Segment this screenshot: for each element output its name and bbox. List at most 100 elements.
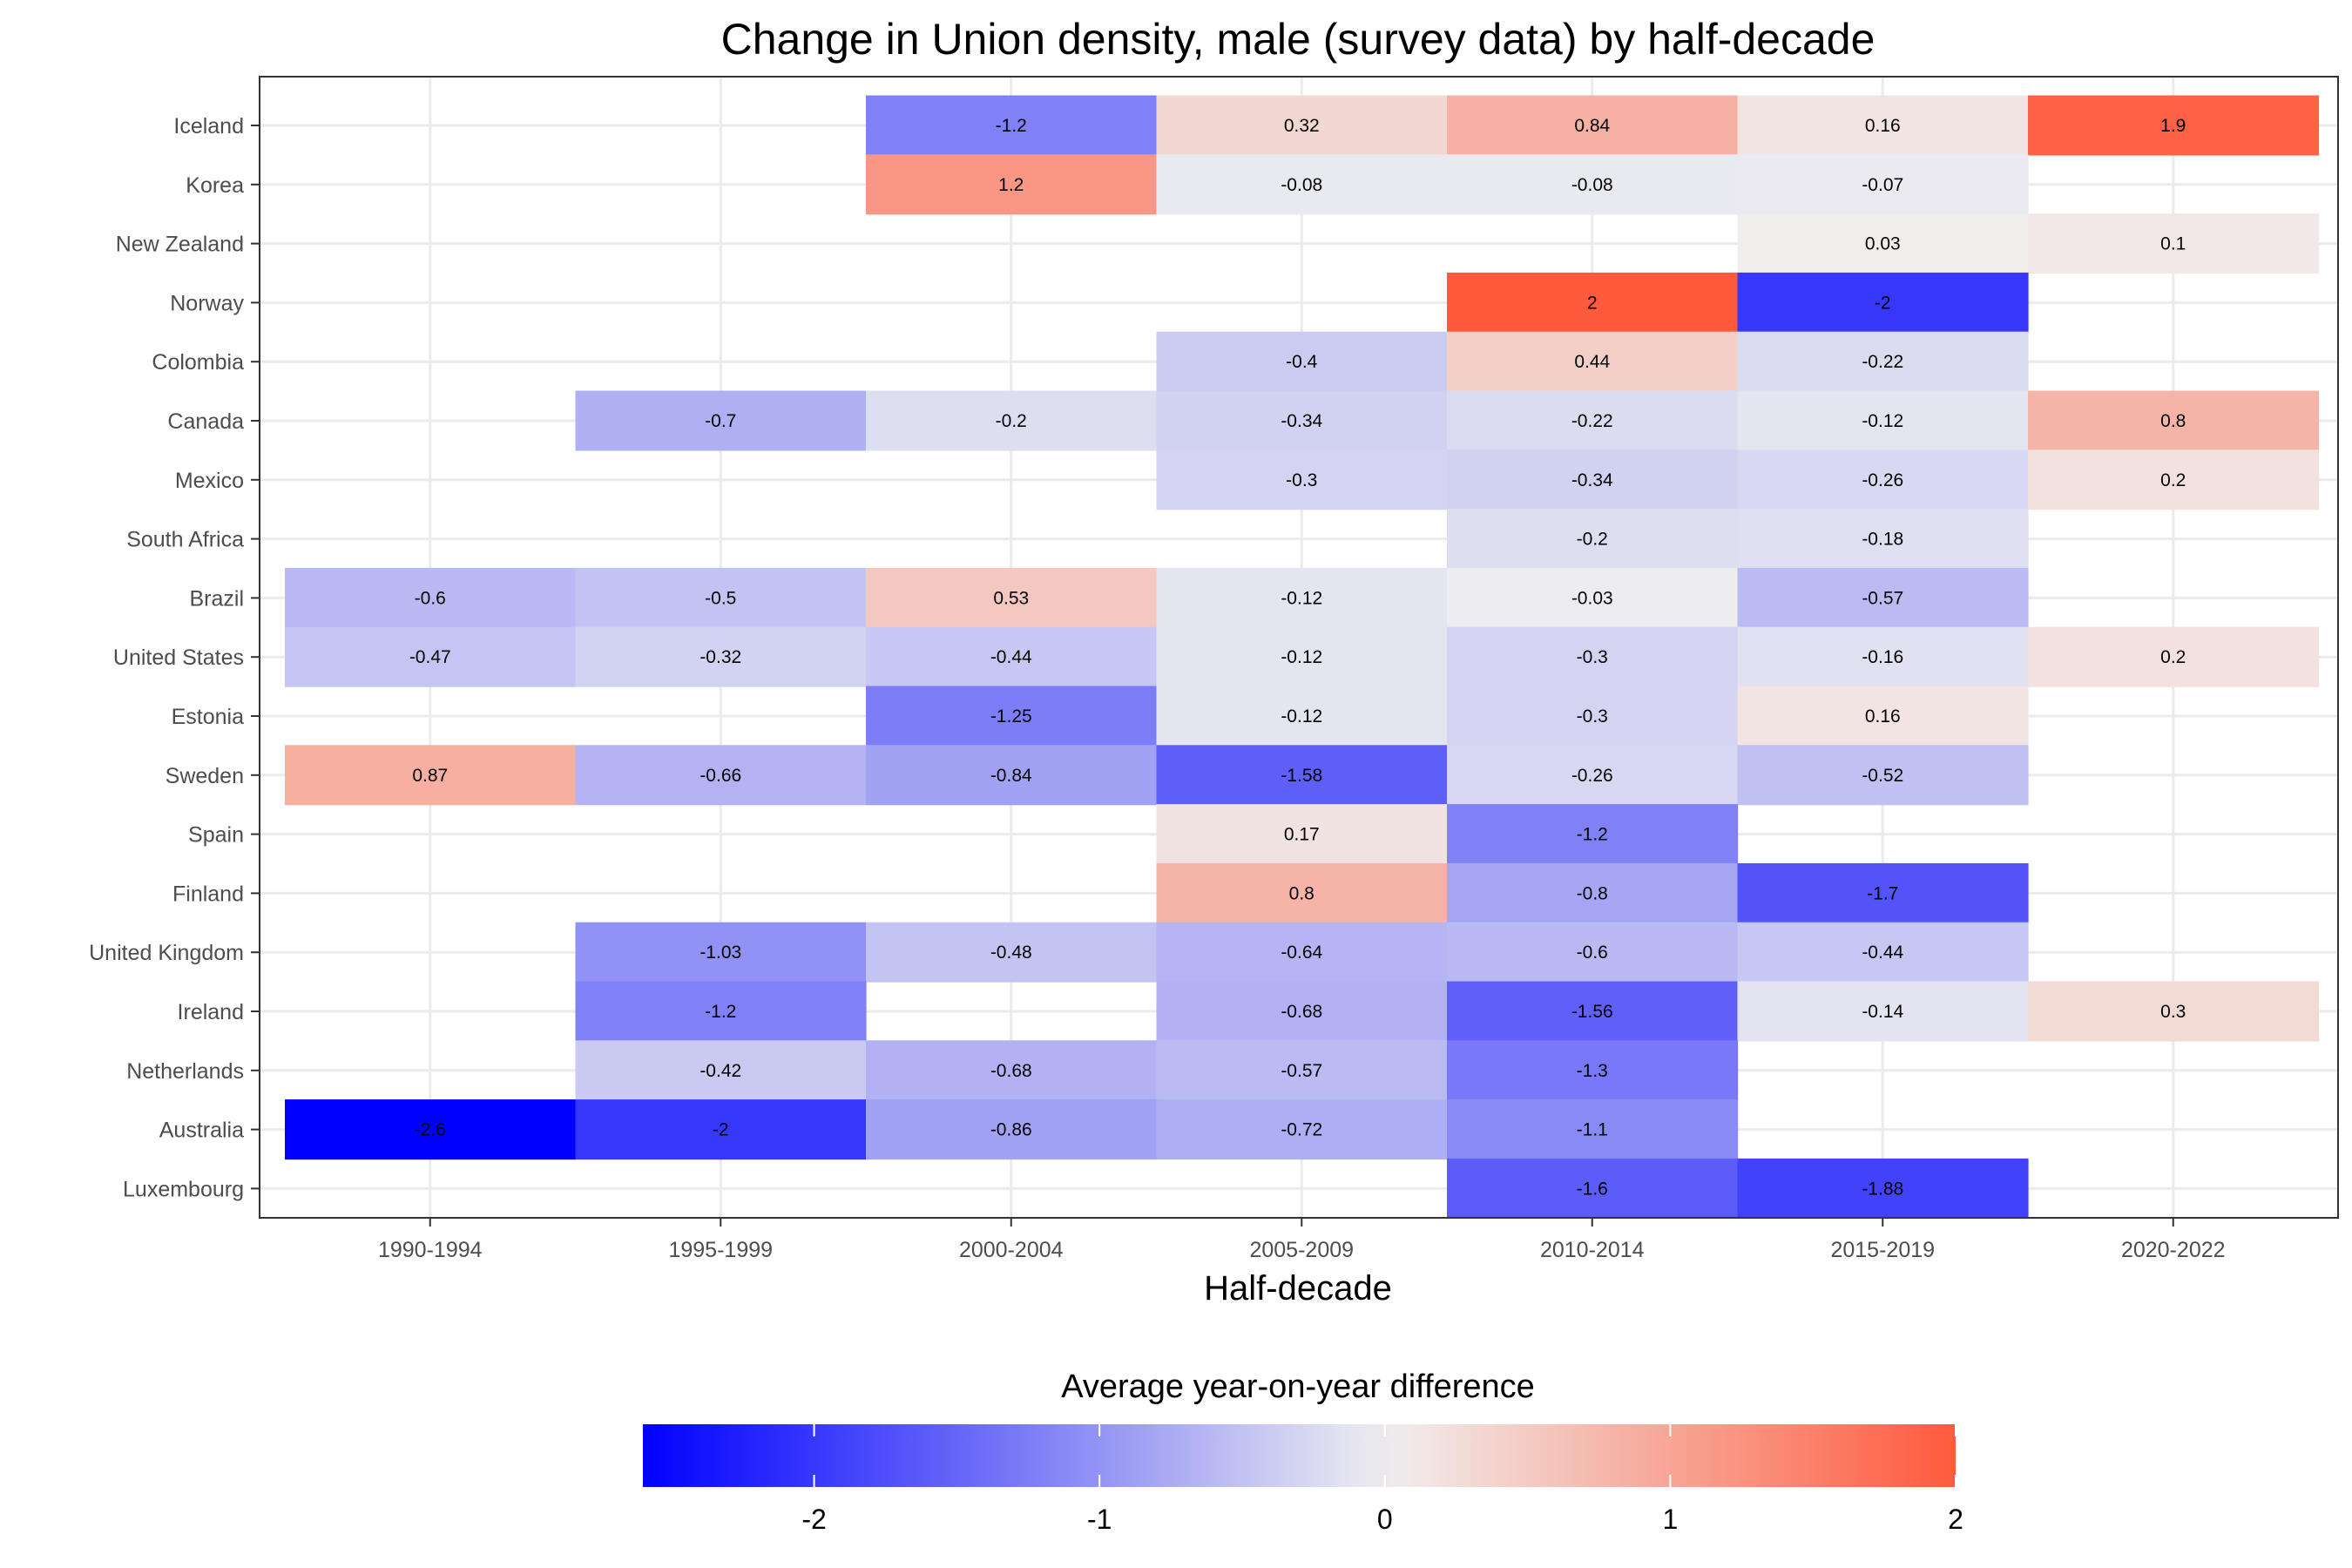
heatmap-cell: [1156, 745, 1448, 806]
cell-value-label: 0.2: [2160, 647, 2186, 667]
heatmap-cell: [1447, 390, 1739, 451]
heatmap-cell: [1447, 567, 1739, 628]
heatmap-cell: [1447, 272, 1739, 333]
heatmap-cell: [1156, 981, 1448, 1042]
cell-value-label: -1.6: [1577, 1179, 1608, 1199]
cell-value-label: 0.16: [1865, 706, 1901, 727]
cell-value-label: -0.44: [990, 647, 1032, 667]
cell-value-label: -0.22: [1862, 352, 1903, 372]
cell-value-label: 0.84: [1574, 116, 1610, 136]
cell-value-label: -0.07: [1862, 175, 1903, 195]
cell-value-label: 0.3: [2160, 1002, 2186, 1022]
y-tick-label: Colombia: [152, 350, 244, 375]
cell-value-label: -0.66: [700, 766, 741, 786]
x-tick-label: 1990-1994: [378, 1238, 483, 1262]
heatmap-cell: [1737, 390, 2029, 451]
y-tick-label: Sweden: [166, 764, 244, 788]
cell-value-label: -0.64: [1281, 943, 1322, 963]
heatmap-cell: [1737, 213, 2029, 274]
color-legend: Average year-on-year difference -2 -1 0 1 2: [643, 1369, 1963, 1535]
cell-value-label: 0.1: [2160, 234, 2186, 254]
x-tick-label: 2005-2009: [1249, 1238, 1354, 1262]
heatmap-cell: [866, 745, 1158, 806]
heatmap-cell: [1737, 745, 2029, 806]
cell-value-label: -0.42: [700, 1061, 741, 1081]
x-tick-label: 2010-2014: [1540, 1238, 1645, 1262]
cell-value-label: 0.8: [2160, 411, 2186, 431]
heatmap-cell: [575, 745, 867, 806]
cell-value-label: -1.58: [1281, 766, 1322, 786]
heatmap-cell: [1737, 626, 2029, 687]
cell-value-label: -0.5: [705, 588, 736, 608]
cell-value-label: -0.34: [1571, 470, 1613, 490]
y-tick-label: Canada: [167, 409, 244, 434]
cell-value-label: -1.2: [705, 1002, 736, 1022]
heatmap-cell: [866, 922, 1158, 983]
heatmap-cell: [575, 1040, 867, 1101]
y-tick-label: Korea: [186, 173, 244, 198]
heatmap-cell: [1737, 272, 2029, 333]
y-tick-label: Spain: [188, 823, 244, 848]
cell-value-label: 0.53: [993, 588, 1029, 608]
y-tick-label: Luxembourg: [123, 1177, 244, 1201]
cell-value-label: -0.08: [1281, 175, 1322, 195]
heatmap-cell: [1447, 804, 1739, 865]
heatmap-cell: [1447, 626, 1739, 687]
heatmap-cell: [1737, 922, 2029, 983]
cell-value-label: 1.2: [998, 175, 1024, 195]
cell-value-label: -0.57: [1281, 1061, 1322, 1081]
cell-value-label: -0.47: [409, 647, 451, 667]
cell-value-label: -0.48: [990, 943, 1032, 963]
x-axis: 1990-1994 1995-1999 2000-2004 2005-2009 2010…: [378, 1218, 2226, 1262]
cell-value-label: 0.2: [2160, 470, 2186, 490]
cell-value-label: -0.72: [1281, 1120, 1322, 1140]
heatmap-cell: [1737, 95, 2029, 156]
cell-value-label: -2: [1875, 293, 1891, 313]
y-tick-label: New Zealand: [116, 233, 244, 257]
cell-value-label: -0.3: [1286, 470, 1317, 490]
cell-value-label: -1.88: [1862, 1179, 1903, 1199]
heatmap-cell: [1447, 509, 1739, 570]
cell-value-label: -0.26: [1862, 470, 1903, 490]
heatmap-cell: [866, 390, 1158, 451]
heatmap-cell: [285, 626, 577, 687]
cell-value-label: -0.14: [1862, 1002, 1903, 1022]
legend-title: Average year-on-year difference: [1061, 1369, 1535, 1405]
heatmap-cell: [1447, 981, 1739, 1042]
cell-value-label: -0.6: [1577, 943, 1608, 963]
heatmap-cell: [1737, 862, 2029, 923]
heatmap-cell: [1156, 390, 1448, 451]
cell-value-label: 2: [1587, 293, 1598, 313]
heatmap-cell: [575, 390, 867, 451]
cell-value-label: -0.34: [1281, 411, 1322, 431]
legend-tick-label: -2: [801, 1504, 826, 1535]
heatmap-cell: [1156, 1040, 1448, 1101]
cell-value-label: 0.87: [412, 766, 448, 786]
x-tick-label: 2000-2004: [959, 1238, 1064, 1262]
heatmap-cell: [2028, 213, 2320, 274]
cell-value-label: -1.56: [1571, 1002, 1613, 1022]
cell-value-label: -1.1: [1577, 1120, 1608, 1140]
heatmap-cell: [1447, 1099, 1739, 1160]
cell-value-label: -0.68: [1281, 1002, 1322, 1022]
cell-value-label: 0.16: [1865, 116, 1901, 136]
heatmap-cell: [1447, 862, 1739, 923]
heatmap-cell: [575, 922, 867, 983]
cell-value-label: -1.3: [1577, 1061, 1608, 1081]
y-tick-label: Mexico: [175, 469, 244, 493]
cell-value-label: -0.32: [700, 647, 741, 667]
cell-value-label: -0.68: [990, 1061, 1032, 1081]
cell-value-label: -0.3: [1577, 706, 1608, 727]
heatmap-cell: [1737, 331, 2029, 392]
heatmap-cell: [1447, 1040, 1739, 1101]
cell-value-label: -0.26: [1571, 766, 1613, 786]
cell-value-label: 0.44: [1574, 352, 1610, 372]
cell-value-label: -1.7: [1867, 883, 1898, 903]
y-tick-label: Norway: [170, 291, 244, 315]
heatmap-cell: [1737, 1158, 2029, 1219]
cell-value-label: -1.03: [700, 943, 741, 963]
heatmap-cell: [1447, 95, 1739, 156]
heatmap-cell: [1156, 686, 1448, 747]
cell-value-label: -0.16: [1862, 647, 1903, 667]
heatmap-cell: [575, 626, 867, 687]
